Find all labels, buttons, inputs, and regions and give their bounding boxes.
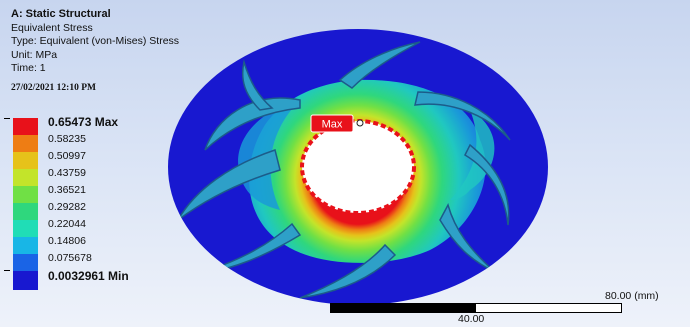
- scale-max-label: 80.00 (mm): [605, 290, 659, 302]
- stress-contour-lobe: [450, 110, 495, 200]
- analysis-title: A: Static Structural: [11, 8, 111, 20]
- impeller-blade: [414, 91, 511, 141]
- legend-swatch: [13, 254, 38, 273]
- impeller-blade: [241, 59, 274, 111]
- legend-swatch: [13, 135, 38, 154]
- hub-bore: [300, 119, 416, 215]
- result-unit: Unit: MPa: [11, 48, 58, 61]
- legend-swatch: [13, 220, 38, 239]
- legend-label: 0.58235: [48, 133, 86, 145]
- legend-tick: [4, 118, 10, 119]
- legend-label: 0.43759: [48, 167, 86, 179]
- legend-label: 0.36521: [48, 184, 86, 196]
- scale-bar: [330, 303, 622, 313]
- legend-swatch: [13, 169, 38, 188]
- impeller-blade: [299, 243, 397, 299]
- legend-label: 0.29282: [48, 201, 86, 213]
- legend-label: 0.14806: [48, 235, 86, 247]
- legend-label: 0.50997: [48, 150, 86, 162]
- legend-swatch: [13, 271, 38, 290]
- max-probe-label: Max: [322, 119, 343, 131]
- impeller-blade: [338, 41, 421, 89]
- legend-swatch: [13, 203, 38, 222]
- legend-label: 0.22044: [48, 218, 86, 230]
- result-info-panel: A: Static Structural Equivalent Stress T…: [11, 8, 179, 96]
- result-time: Time: 1: [11, 62, 46, 75]
- legend-swatch: [13, 186, 38, 205]
- legend-swatch: [13, 118, 38, 137]
- scale-bar-segment: [331, 304, 476, 312]
- legend-max-label: 0.65473 Max: [48, 115, 119, 129]
- legend-min-label: 0.0032961 Min: [48, 269, 129, 283]
- result-name: Equivalent Stress: [11, 21, 93, 34]
- result-type: Type: Equivalent (von-Mises) Stress: [11, 35, 180, 48]
- result-date: 27/02/2021 12:10 PM: [11, 82, 96, 93]
- scale-mid-label: 40.00: [458, 313, 485, 325]
- legend-swatch: [13, 237, 38, 256]
- impeller-blade: [464, 143, 510, 226]
- legend-label: 0.075678: [48, 252, 92, 264]
- legend-swatch: [13, 152, 38, 171]
- max-probe[interactable]: Max: [310, 114, 364, 133]
- legend-tick: [4, 270, 10, 271]
- max-probe-point: [356, 119, 364, 127]
